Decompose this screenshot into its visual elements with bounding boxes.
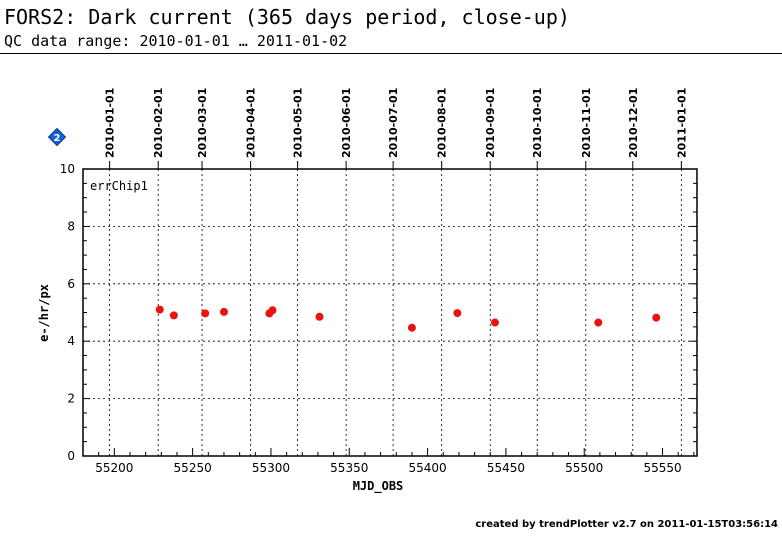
y-tick-label: 6 — [67, 277, 75, 291]
series-label: errChip1 — [90, 179, 148, 193]
date-tick-label: 2010-11-01 — [580, 88, 593, 158]
data-point — [453, 309, 462, 318]
x-axis-title: MJD_OBS — [353, 479, 404, 494]
y-tick-label: 8 — [67, 219, 75, 233]
page-subtitle: QC data range: 2010-01-01 … 2011-01-02 — [4, 32, 348, 50]
y-tick-label: 0 — [67, 449, 75, 463]
date-tick-label: 2010-09-01 — [484, 88, 497, 158]
x-tick-label: 55300 — [252, 461, 290, 475]
data-point — [169, 311, 178, 320]
badge-number: 2 — [54, 133, 61, 144]
y-tick-label: 4 — [67, 334, 75, 348]
date-tick-labels: 2010-01-01 2010-02-01 2010-03-01 2010-04-01… — [104, 88, 689, 158]
x-tick-label: 55450 — [487, 461, 525, 475]
x-tick-label: 55200 — [95, 461, 133, 475]
date-tick-label: 2010-12-01 — [627, 88, 640, 158]
page-title: FORS2: Dark current (365 days period, cl… — [4, 5, 570, 29]
y-tick-label: 10 — [60, 162, 75, 176]
date-tick-label: 2010-02-01 — [152, 88, 165, 158]
date-tick-label: 2010-01-01 — [104, 88, 117, 158]
y-tick-label: 2 — [67, 392, 75, 406]
date-tick-label: 2010-03-01 — [196, 88, 209, 158]
date-tick-label: 2010-06-01 — [340, 88, 353, 158]
data-point — [268, 306, 277, 315]
badge-diamond-shape — [47, 127, 67, 147]
y-tick-labels: 0 2 4 6 8 10 — [60, 162, 75, 463]
data-point — [219, 307, 228, 316]
x-tick-label: 55250 — [174, 461, 212, 475]
data-point — [490, 318, 499, 327]
date-tick-label: 2010-04-01 — [245, 88, 258, 158]
diamond-badge-icon[interactable]: 2 — [47, 127, 67, 147]
data-point — [594, 318, 603, 327]
footer-credit: created by trendPlotter v2.7 on 2011-01-… — [475, 519, 778, 530]
date-tick-label: 2010-07-01 — [387, 88, 400, 158]
grid-lines — [83, 169, 697, 456]
x-tick-label: 55500 — [565, 461, 603, 475]
title-divider — [0, 53, 782, 54]
date-tick-label: 2010-05-01 — [292, 88, 305, 158]
data-point — [407, 323, 416, 332]
date-tick-label: 2010-08-01 — [436, 88, 449, 158]
date-tick-label: 2010-10-01 — [531, 88, 544, 158]
x-tick-label: 55550 — [643, 461, 681, 475]
x-tick-label: 55350 — [330, 461, 368, 475]
data-points — [155, 305, 661, 332]
data-point — [201, 309, 210, 318]
data-point — [652, 313, 661, 322]
data-point — [315, 312, 324, 321]
axis-ticks — [82, 161, 697, 457]
data-point — [155, 305, 164, 314]
x-tick-labels: 55200 55250 55300 55350 55400 55450 55500 55550 — [95, 461, 681, 475]
x-tick-label: 55400 — [408, 461, 446, 475]
date-tick-label: 2011-01-01 — [675, 88, 688, 158]
y-axis-title: e-/hr/px — [37, 284, 51, 342]
